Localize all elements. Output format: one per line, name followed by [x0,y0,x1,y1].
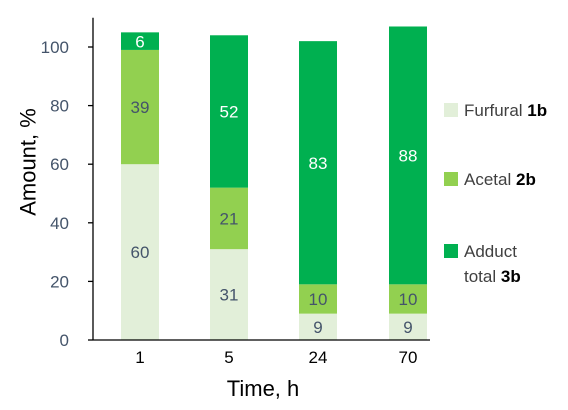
x-tick-label: 24 [309,348,328,367]
data-label-s1-c3: 10 [399,290,418,309]
legend-label-adduct-line1: Adduct [464,242,517,261]
data-label-s2-c1: 52 [220,103,239,122]
data-label-s2-c0: 6 [135,32,144,51]
data-label-s2-c3: 88 [399,147,418,166]
bar-segment-s2-c2 [299,41,337,285]
legend: Furfural 1b Acetal 2b Adduct total 3b [444,101,547,286]
bar-segment-s0-c1 [210,249,248,340]
legend-label-furfural: Furfural 1b [464,101,547,120]
y-tick-label: 0 [60,331,69,350]
x-tick-label: 70 [399,348,418,367]
x-tick-label: 1 [135,348,144,367]
y-tick-label: 40 [50,214,69,233]
bar-segment-s2-c0 [121,32,159,50]
data-label-s0-c0: 60 [131,243,150,262]
legend-label-acetal: Acetal 2b [464,170,536,189]
bar-segment-s1-c1 [210,187,248,250]
data-label-s0-c2: 9 [313,318,322,337]
y-tick-label: 60 [50,155,69,174]
bar-segment-s0-c3 [389,313,427,340]
bar-segment-s2-c1 [210,35,248,188]
y-tick-label: 20 [50,272,69,291]
data-label-s1-c2: 10 [309,290,328,309]
axes-layer: 0 20 40 60 80 100 1 5 24 70 [41,17,430,367]
x-tick-label: 5 [224,348,233,367]
legend-swatch-acetal [444,172,458,186]
data-label-s1-c1: 21 [220,210,239,229]
y-tick-label: 100 [41,38,69,57]
y-axis-title: Amount, % [16,108,41,216]
y-tick-label: 80 [50,97,69,116]
data-label-s0-c3: 9 [403,318,412,337]
bar-segment-s0-c2 [299,313,337,340]
data-label-s2-c2: 83 [309,154,328,173]
bar-segment-s1-c3 [389,284,427,314]
bar-segment-s0-c0 [121,164,159,340]
data-label-s1-c0: 39 [131,98,150,117]
bars-layer: 60 39 6 31 21 52 9 10 83 9 10 88 [121,26,427,340]
bar-segment-s1-c2 [299,284,337,314]
legend-swatch-adduct [444,244,458,258]
legend-swatch-furfural [444,103,458,117]
x-axis-title: Time, h [227,376,300,401]
bar-segment-s1-c0 [121,49,159,165]
legend-label-adduct-line2: total 3b [464,267,521,286]
bar-segment-s2-c3 [389,26,427,285]
data-label-s0-c1: 31 [220,286,239,305]
